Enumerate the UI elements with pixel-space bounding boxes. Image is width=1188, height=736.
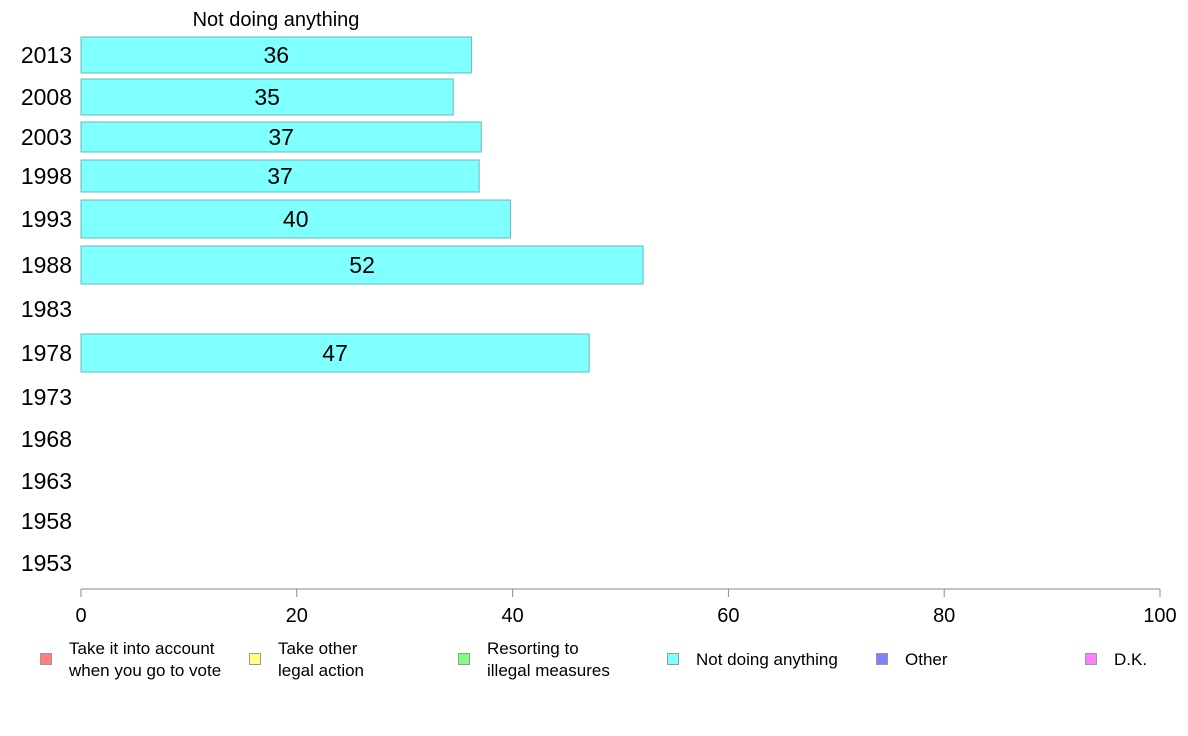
y-tick-label: 1963	[21, 468, 72, 494]
legend-item-legal-action: Take other legal action	[249, 638, 364, 682]
legend-label: D.K.	[1114, 650, 1148, 669]
legend-swatch	[249, 653, 261, 665]
legend-item-illegal-measures: Resorting to illegal measures	[458, 638, 610, 682]
bar	[80, 333, 590, 373]
legend-item-not-doing-anything: Not doing anything	[667, 638, 838, 671]
y-tick-label: 1953	[21, 550, 72, 576]
legend-label: Resorting to illegal measures	[487, 639, 610, 680]
x-tick-label: 100	[1143, 605, 1176, 627]
legend-label: Take other legal action	[278, 639, 365, 680]
bar	[80, 199, 511, 239]
y-tick-label: 1983	[21, 296, 72, 322]
chart-title: Not doing anything	[193, 9, 360, 31]
y-tick-label: 2013	[21, 42, 72, 68]
y-tick-label: 1973	[21, 384, 72, 410]
y-tick-label: 1958	[21, 508, 72, 534]
legend-swatch	[40, 653, 52, 665]
legend-label: Other	[905, 650, 948, 669]
y-tick-label: 2008	[21, 84, 72, 110]
legend-item-dk: D.K.	[1085, 638, 1147, 671]
y-tick-label: 1978	[21, 340, 72, 366]
data-label: 37	[268, 124, 294, 150]
bar	[80, 159, 480, 193]
y-tick-label: 1993	[21, 206, 72, 232]
y-tick-label: 1998	[21, 163, 72, 189]
legend-item-other: Other	[876, 638, 948, 671]
legend: Take it into account when you go to vote…	[0, 638, 1188, 698]
bar	[80, 245, 644, 285]
data-label: 37	[267, 163, 293, 189]
y-tick-label: 1988	[21, 252, 72, 278]
bar	[80, 78, 454, 116]
data-label: 47	[322, 340, 348, 366]
data-label: 36	[264, 42, 290, 68]
y-tick-label: 2003	[21, 124, 72, 150]
data-label: 35	[254, 84, 280, 110]
x-tick-label: 0	[75, 605, 86, 627]
legend-swatch	[667, 653, 679, 665]
legend-label: Take it into account when you go to vote	[69, 639, 222, 680]
legend-swatch	[458, 653, 470, 665]
legend-item-vote: Take it into account when you go to vote	[40, 638, 221, 682]
bar	[80, 36, 473, 74]
data-label: 52	[349, 252, 375, 278]
x-tick-label: 20	[286, 605, 308, 627]
x-tick-label: 60	[717, 605, 739, 627]
legend-swatch	[876, 653, 888, 665]
x-tick-label: 80	[933, 605, 955, 627]
bar	[80, 121, 482, 153]
y-tick-label: 1968	[21, 426, 72, 452]
x-tick-label: 40	[501, 605, 523, 627]
data-label: 40	[283, 206, 309, 232]
legend-swatch	[1085, 653, 1097, 665]
legend-label: Not doing anything	[696, 650, 838, 669]
